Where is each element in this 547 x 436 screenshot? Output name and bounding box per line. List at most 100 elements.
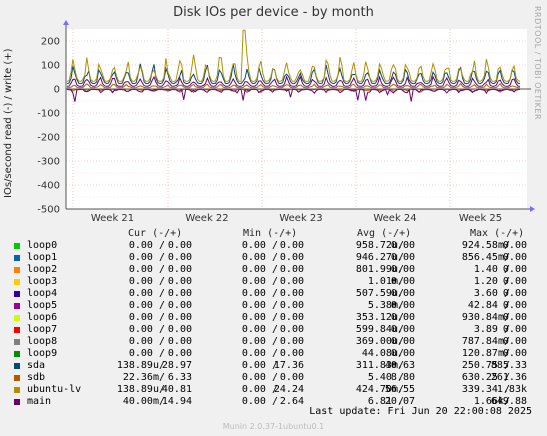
legend-value-cur-r: 0.00 / bbox=[128, 312, 165, 323]
legend-value-max-r: 250.75 / bbox=[461, 360, 510, 371]
legend-value-avg-r: 44.08u/ bbox=[361, 348, 404, 359]
legend-value-cur-w: 0.00 bbox=[167, 312, 192, 323]
y-tick-label: 200 bbox=[41, 37, 60, 48]
legend-value-min-w: 2.64 bbox=[279, 396, 304, 407]
legend-value-cur-r: 0.00 / bbox=[128, 240, 165, 251]
legend-swatch bbox=[14, 351, 20, 357]
legend-value-cur-r: 0.00 / bbox=[128, 348, 165, 359]
legend-value-max-r: 630.25 / bbox=[461, 372, 510, 383]
legend-value-avg-w: 0.00 bbox=[390, 240, 415, 251]
legend-series-name: ubuntu-lv bbox=[27, 384, 82, 395]
legend-value-avg-w: 0.00 bbox=[390, 324, 415, 335]
x-tick-label: Week 23 bbox=[279, 213, 322, 224]
rrdtool-credit: RRDTOOL / TOBI OETIKER bbox=[533, 6, 542, 121]
y-tick-label: -100 bbox=[37, 109, 60, 120]
legend-value-max-w: 0.00 bbox=[502, 324, 527, 335]
legend-value-max-w: 0.00 bbox=[502, 240, 527, 251]
legend-series-name: sdb bbox=[27, 372, 46, 383]
legend-swatch bbox=[14, 279, 20, 285]
legend-value-avg-w: 0.00 bbox=[390, 264, 415, 275]
legend-value-max-r: 924.58m/ bbox=[461, 240, 510, 251]
legend-value-max-r: 1.20 / bbox=[473, 276, 510, 287]
legend-value-max-w: 0.00 bbox=[502, 300, 527, 311]
legend-row-loop0: loop0 0.00 /0.00 0.00 /0.00 958.72u/0.00 924… bbox=[10, 240, 540, 252]
legend-value-max-r: 3.60 / bbox=[473, 288, 510, 299]
legend-value-min-w: 0.00 bbox=[279, 348, 304, 359]
legend-value-avg-w: 0.00 bbox=[390, 336, 415, 347]
legend-value-max-w: 885.33 bbox=[490, 360, 527, 371]
legend-value-cur-w: 0.00 bbox=[167, 348, 192, 359]
legend-swatch bbox=[14, 267, 20, 273]
legend-value-min-w: 0.00 bbox=[279, 264, 304, 275]
legend-value-cur-w: 0.00 bbox=[167, 300, 192, 311]
legend-value-cur-r: 138.89u/ bbox=[116, 384, 165, 395]
legend-value-avg-r: 424.70m/ bbox=[355, 384, 404, 395]
legend-value-avg-r: 599.84u/ bbox=[355, 324, 404, 335]
y-tick-label: -200 bbox=[37, 133, 60, 144]
legend-swatch bbox=[14, 375, 20, 381]
legend-value-min-r: 0.00 / bbox=[241, 276, 278, 287]
legend-value-avg-w: 0.00 bbox=[390, 300, 415, 311]
legend-value-max-w: 1.83k bbox=[496, 384, 527, 395]
legend-value-min-r: 0.00 / bbox=[241, 396, 278, 407]
legend-value-avg-r: 946.27u/ bbox=[355, 252, 404, 263]
legend-value-max-w: 261.36 bbox=[490, 372, 527, 383]
legend-series-name: loop3 bbox=[27, 276, 58, 287]
legend-swatch bbox=[14, 303, 20, 309]
legend-value-max-r: 856.45m/ bbox=[461, 252, 510, 263]
header-avg: Avg (-/+) bbox=[357, 228, 412, 239]
header-min: Min (-/+) bbox=[243, 228, 298, 239]
legend-value-avg-w: 8.80 bbox=[390, 372, 415, 383]
legend-value-min-w: 0.00 bbox=[279, 300, 304, 311]
legend-swatch bbox=[14, 399, 20, 405]
legend-value-cur-w: 6.33 bbox=[167, 372, 192, 383]
legend-value-avg-w: 0.00 bbox=[390, 276, 415, 287]
legend-value-cur-w: 40.81 bbox=[161, 384, 192, 395]
x-tick-label: Week 21 bbox=[91, 213, 134, 224]
legend-header-row: Cur (-/+) Min (-/+) Avg (-/+) Max (-/+) bbox=[10, 228, 540, 240]
chart-title: Disk IOs per device - by month bbox=[173, 5, 374, 20]
legend-value-avg-r: 1.01m/ bbox=[367, 276, 404, 287]
legend-series-name: loop9 bbox=[27, 348, 58, 359]
legend-value-min-w: 0.00 bbox=[279, 336, 304, 347]
legend-row-loop7: loop7 0.00 /0.00 0.00 /0.00 599.84u/0.00 3.8… bbox=[10, 324, 540, 336]
legend-swatch bbox=[14, 291, 20, 297]
legend-row-sdb: sdb 22.36m/6.33 0.00 /0.00 5.40 /8.80 630.25… bbox=[10, 372, 540, 384]
legend-value-max-r: 930.84m/ bbox=[461, 312, 510, 323]
legend-value-max-w: 0.00 bbox=[502, 264, 527, 275]
legend-series-name: loop7 bbox=[27, 324, 58, 335]
legend-value-avg-r: 5.38m/ bbox=[367, 300, 404, 311]
legend-swatch bbox=[14, 255, 20, 261]
legend-value-max-r: 339.34 / bbox=[461, 384, 510, 395]
legend-value-cur-r: 0.00 / bbox=[128, 336, 165, 347]
legend-series-name: loop5 bbox=[27, 300, 58, 311]
legend-value-cur-w: 28.97 bbox=[161, 360, 192, 371]
legend-value-max-w: 0.00 bbox=[502, 276, 527, 287]
legend-value-min-w: 17.36 bbox=[273, 360, 304, 371]
legend-value-min-w: 0.00 bbox=[279, 324, 304, 335]
legend-value-cur-r: 0.00 / bbox=[128, 324, 165, 335]
legend-swatch bbox=[14, 387, 20, 393]
legend-value-avg-w: 0.00 bbox=[390, 348, 415, 359]
legend-value-avg-w: 56.55 bbox=[384, 384, 415, 395]
legend-value-max-r: 1.40 / bbox=[473, 264, 510, 275]
header-max: Max (-/+) bbox=[470, 228, 525, 239]
legend-series-name: loop6 bbox=[27, 312, 58, 323]
legend-value-cur-r: 0.00 / bbox=[128, 264, 165, 275]
legend-swatch bbox=[14, 363, 20, 369]
last-update: Last update: Fri Jun 20 22:00:08 2025 bbox=[309, 406, 532, 417]
legend-swatch bbox=[14, 327, 20, 333]
x-tick-label: Week 22 bbox=[185, 213, 228, 224]
legend-value-min-r: 0.00 / bbox=[241, 384, 278, 395]
legend-row-loop9: loop9 0.00 /0.00 0.00 /0.00 44.08u/0.00 120.… bbox=[10, 348, 540, 360]
legend-value-min-w: 0.00 bbox=[279, 252, 304, 263]
legend-value-cur-w: 0.00 bbox=[167, 264, 192, 275]
legend-value-avg-w: 0.00 bbox=[390, 312, 415, 323]
legend-value-cur-w: 0.00 bbox=[167, 276, 192, 287]
legend-value-min-r: 0.00 / bbox=[241, 360, 278, 371]
chart-plot: -500 -400 -300 -200 -100 0 100 200 Week 21 Week 2… bbox=[37, 20, 535, 224]
legend-series-name: loop1 bbox=[27, 252, 58, 263]
legend-series-name: main bbox=[27, 396, 52, 407]
legend-value-min-w: 0.00 bbox=[279, 276, 304, 287]
legend-value-max-w: 649.88 bbox=[490, 396, 527, 407]
